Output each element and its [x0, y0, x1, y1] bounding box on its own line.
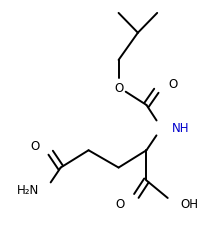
Text: O: O: [30, 139, 39, 152]
Text: NH: NH: [172, 122, 190, 135]
Text: H₂N: H₂N: [17, 184, 39, 197]
Text: OH: OH: [181, 197, 199, 210]
Text: O: O: [114, 81, 123, 94]
Text: O: O: [116, 197, 125, 210]
Text: O: O: [168, 78, 177, 90]
